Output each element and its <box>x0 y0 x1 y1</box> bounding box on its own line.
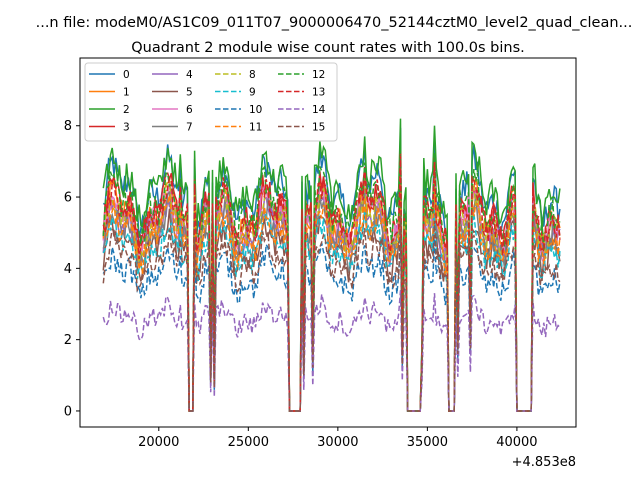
legend-label: 15 <box>312 122 325 134</box>
legend-label: 8 <box>249 69 256 81</box>
series-line-14 <box>102 290 561 412</box>
plot-frame <box>79 57 577 428</box>
x-tick-label: 30000 <box>317 435 358 450</box>
y-tick-label: 0 <box>64 404 72 419</box>
series-line-9 <box>102 197 561 412</box>
x-tick-label: 35000 <box>407 435 448 450</box>
x-offset-label: +4.853e8 <box>512 455 576 470</box>
legend-label: 6 <box>186 104 193 116</box>
legend-label: 13 <box>312 87 325 99</box>
legend-label: 1 <box>123 87 130 99</box>
legend-label: 12 <box>312 69 325 81</box>
x-tick-label: 40000 <box>496 435 537 450</box>
y-tick-label: 2 <box>64 333 72 348</box>
series-line-2 <box>102 118 561 412</box>
x-tick-label: 25000 <box>228 435 269 450</box>
legend-label: 10 <box>249 104 262 116</box>
legend-label: 0 <box>123 69 130 81</box>
series-lines <box>102 118 561 412</box>
legend-label: 14 <box>312 104 326 116</box>
x-axis: 20000 25000 30000 35000 40000 <box>138 427 538 450</box>
legend-label: 2 <box>123 104 130 116</box>
series-line-13 <box>102 155 561 412</box>
figure-suptitle: ...n file: modeM0/AS1C09_011T07_90000064… <box>36 15 633 31</box>
y-tick-label: 8 <box>64 119 72 134</box>
x-tick-label: 20000 <box>138 435 179 450</box>
legend-box <box>84 62 338 142</box>
legend-label: 7 <box>186 122 193 134</box>
legend-label: 11 <box>249 122 262 134</box>
series-line-10 <box>102 234 561 412</box>
legend-label: 3 <box>123 122 130 134</box>
legend-label: 9 <box>249 87 256 99</box>
legend-label: 4 <box>186 69 193 81</box>
y-axis: 0 2 4 6 8 <box>64 119 80 419</box>
chart-title: Quadrant 2 module wise count rates with … <box>131 40 525 56</box>
legend-label: 5 <box>186 87 193 99</box>
y-tick-label: 6 <box>64 191 72 206</box>
series-line-11 <box>102 183 561 412</box>
series-line-15 <box>102 216 561 412</box>
y-tick-label: 4 <box>64 262 72 277</box>
